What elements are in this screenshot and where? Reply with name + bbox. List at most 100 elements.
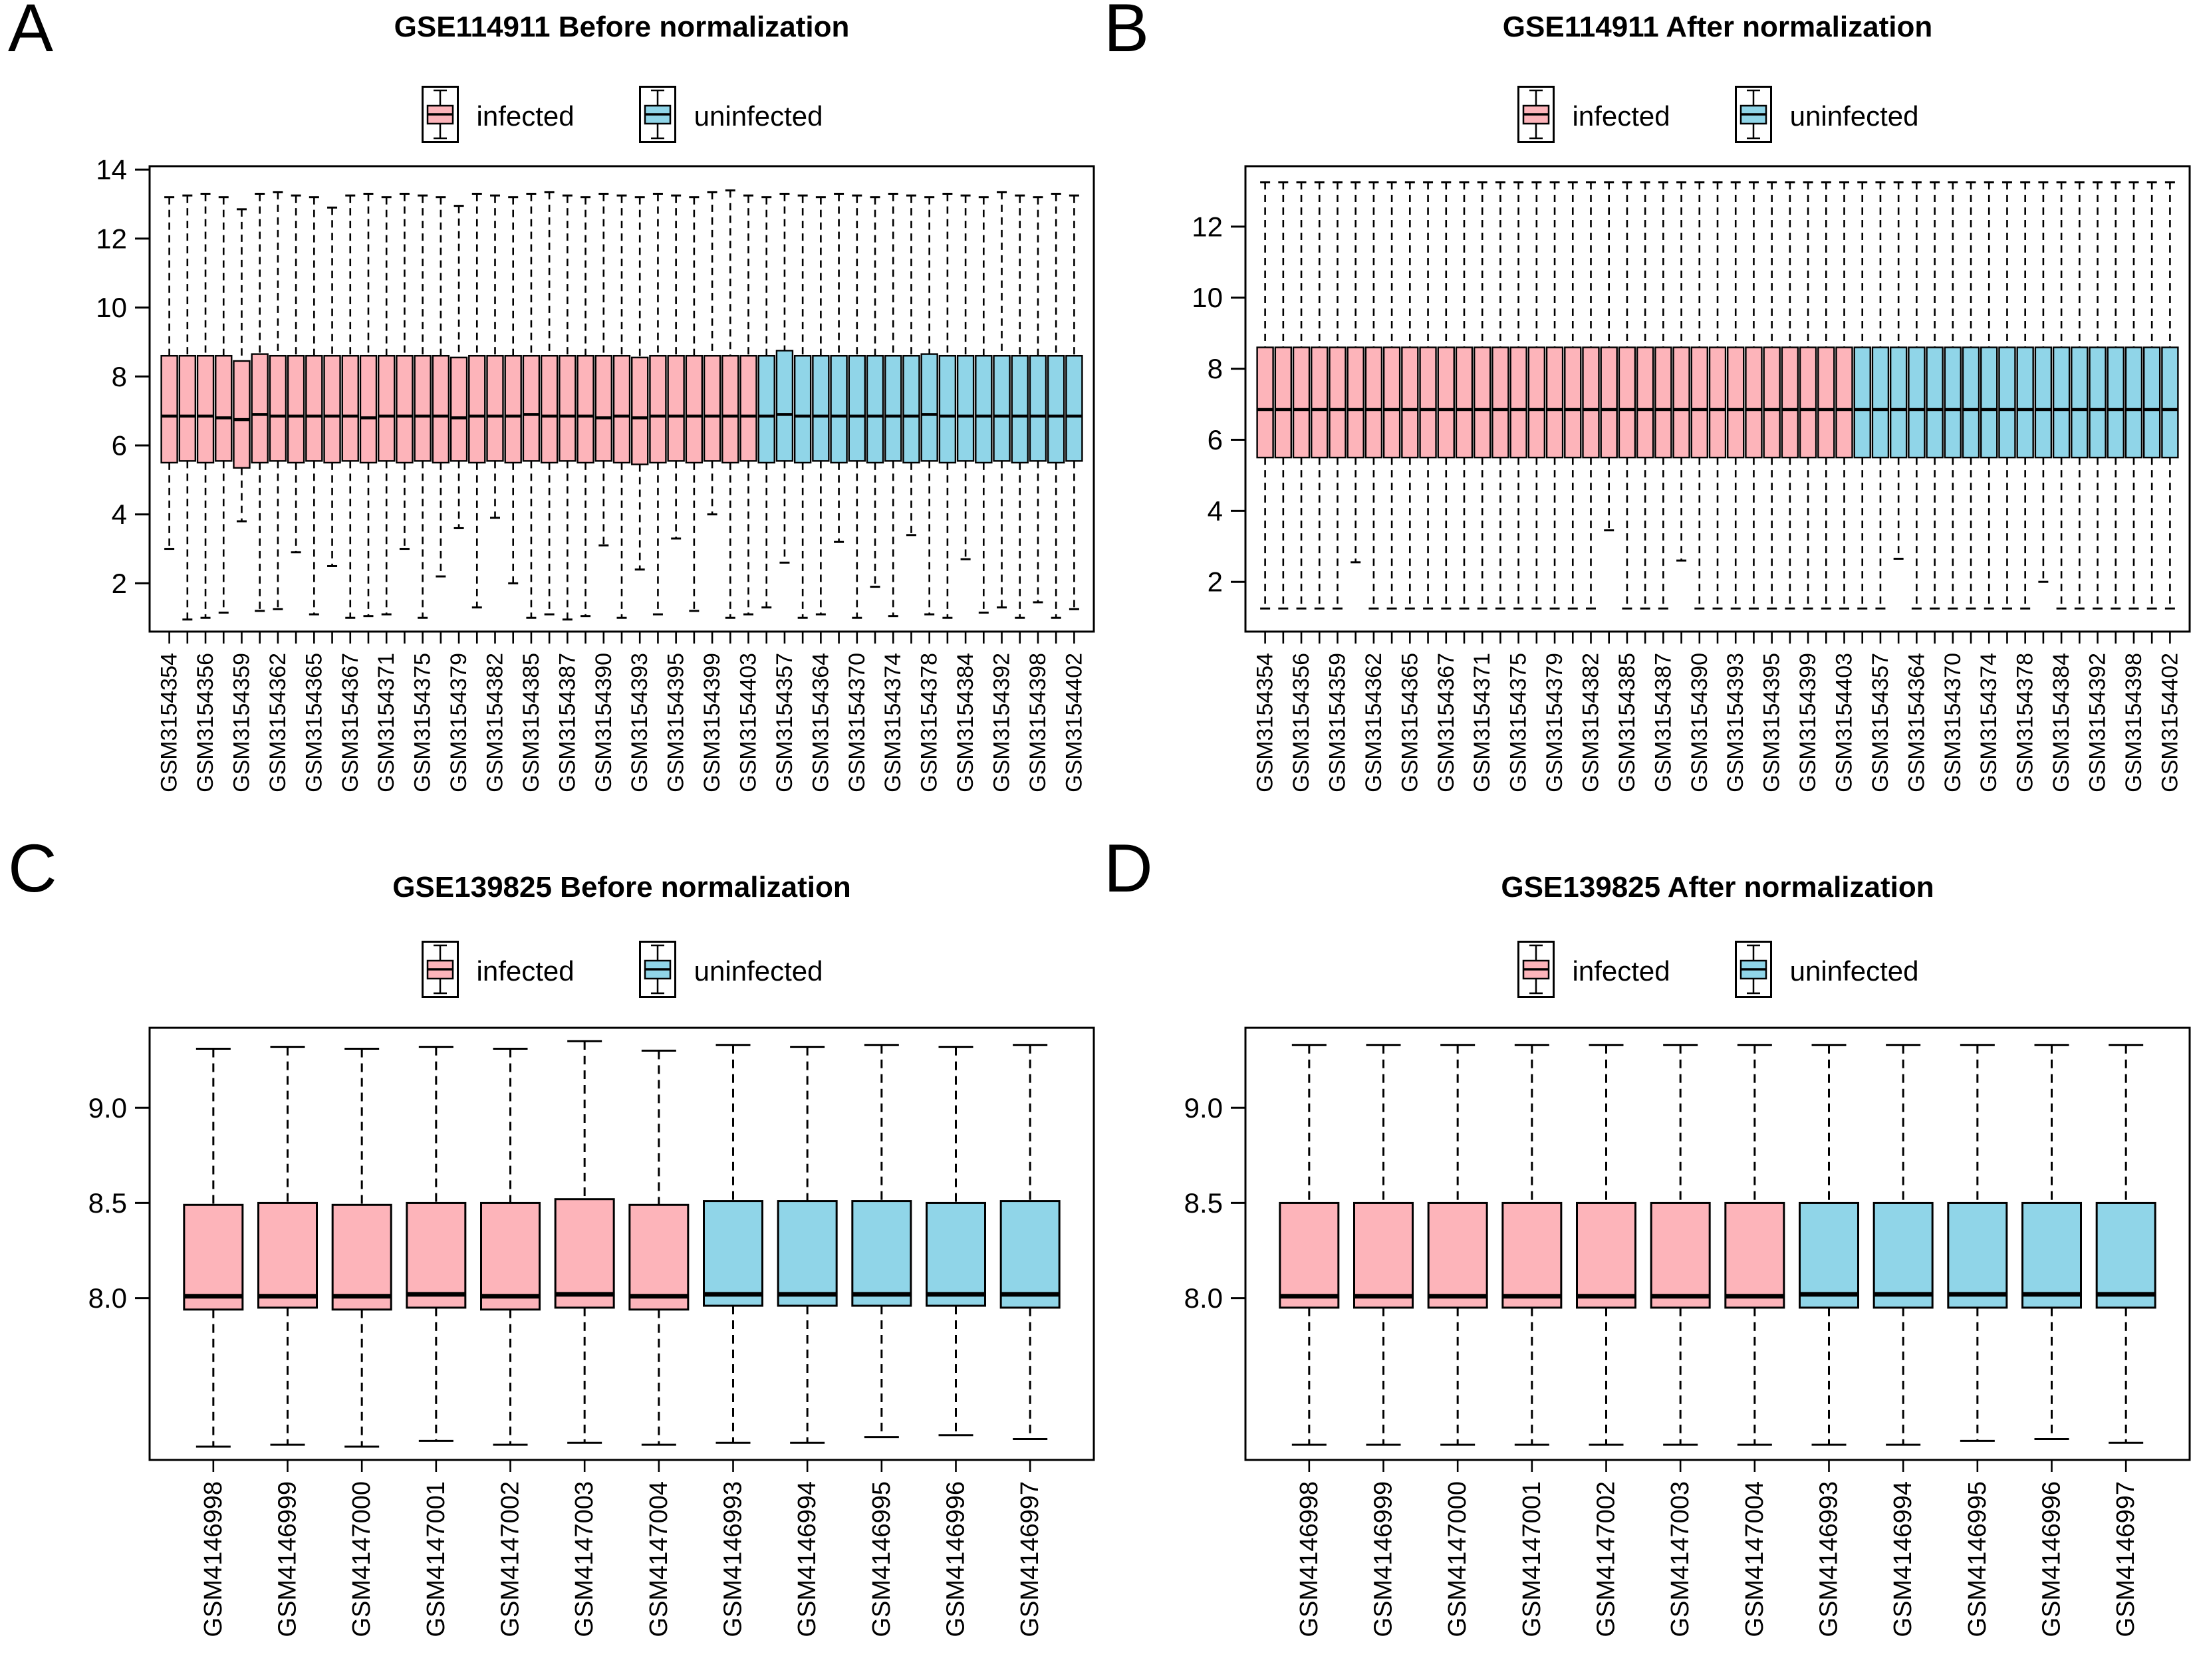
uninfected-boxplot-icon [1734, 940, 1773, 1002]
x-axis-tick-label: GSM3154393 [1723, 653, 1748, 792]
x-axis-tick-label: GSM3154362 [265, 653, 291, 792]
y-axis-tick-label: 2 [112, 568, 127, 599]
x-axis-tick-label: GSM3154402 [2157, 653, 2182, 792]
box [1455, 346, 1474, 459]
x-axis-tick-label: GSM4146995 [868, 1481, 896, 1637]
box [486, 354, 504, 462]
infected-boxplot-icon [1517, 940, 1555, 1002]
y-axis-tick-label: 14 [96, 154, 127, 185]
box [902, 354, 920, 464]
box [1292, 346, 1311, 459]
box [554, 1198, 615, 1309]
box [938, 354, 957, 464]
x-axis-tick-label: GSM3154390 [591, 653, 616, 792]
x-axis-tick-label: GSM3154362 [1361, 653, 1386, 792]
panel-letter: C [8, 830, 57, 906]
x-axis-tick-label: GSM4147002 [497, 1481, 525, 1637]
box [1998, 346, 2016, 459]
legend-label-infected: infected [476, 100, 575, 132]
box [926, 1201, 986, 1307]
box [920, 353, 938, 462]
box [612, 354, 631, 464]
x-axis-tick-label: GSM3154374 [880, 653, 906, 792]
legend-label-infected: infected [1572, 100, 1670, 132]
box [1582, 346, 1600, 459]
y-axis: 8.0 8.5 9.0 [1184, 1092, 1245, 1314]
box [468, 354, 486, 464]
legend-label-uninfected: uninfected [1789, 100, 1919, 132]
legend-label-uninfected: uninfected [1789, 955, 1919, 987]
y-axis: 2 4 6 8 10 12 14 [96, 154, 150, 599]
panel-letter: A [8, 0, 54, 66]
box [1908, 346, 1926, 459]
legend-label-uninfected: uninfected [694, 100, 823, 132]
uninfected-boxplot-icon [1734, 85, 1773, 147]
x-axis-tick-label: GSM3154370 [844, 653, 870, 792]
x-axis-tick-label: GSM3154382 [482, 653, 507, 792]
x-axis: GSM3154354 GSM3154356 GSM3154359 GSM3154362… [1253, 632, 2182, 792]
box [1745, 346, 1763, 459]
box [851, 1200, 912, 1307]
box [703, 354, 721, 462]
box [540, 354, 559, 464]
box [1576, 1201, 1636, 1309]
box [1727, 346, 1745, 459]
x-axis-tick-label: GSM3154374 [1976, 653, 2001, 792]
box [884, 354, 902, 462]
y-axis: 2 4 6 8 10 12 [1192, 211, 1245, 598]
box [2052, 346, 2071, 459]
panel-letter: D [1104, 830, 1153, 906]
legend-item-infected: infected [1517, 85, 1670, 147]
legend: infected uninfected [1245, 940, 2190, 1002]
box [1654, 346, 1672, 459]
box [1889, 346, 1908, 459]
x-axis-tick-label: GSM4147000 [1444, 1481, 1472, 1637]
box [1011, 354, 1029, 464]
box [2107, 346, 2125, 459]
box [1256, 346, 1274, 459]
infected-boxplot-icon [421, 85, 459, 147]
x-axis-tick-label: GSM4146998 [199, 1481, 227, 1637]
x-axis-tick-label: GSM3154359 [1325, 653, 1350, 792]
x-axis-tick-label: GSM4146997 [2112, 1481, 2140, 1637]
box [269, 354, 287, 462]
legend-boxplot-glyph [1734, 86, 1772, 143]
x-axis-tick-label: GSM3154357 [772, 653, 797, 792]
box [1600, 346, 1618, 459]
x-axis-tick-label: GSM4147000 [348, 1481, 376, 1637]
x-axis-tick-label: GSM3154359 [229, 653, 254, 792]
x-axis-tick-label: GSM4146998 [1295, 1481, 1323, 1637]
y-axis-tick-label: 6 [112, 430, 127, 461]
x-axis-tick-label: GSM3154364 [1904, 653, 1929, 792]
box [739, 354, 757, 462]
x-axis-tick-label: GSM3154365 [301, 653, 326, 792]
box [233, 360, 251, 469]
box-group [183, 1040, 1061, 1448]
box [215, 354, 233, 462]
x-axis-tick-label: GSM3154379 [1542, 653, 1567, 792]
x-axis-tick-label: GSM3154399 [1795, 653, 1821, 792]
x-axis-tick-label: GSM3154392 [2085, 653, 2111, 792]
x-axis-tick-label: GSM3154403 [736, 653, 761, 792]
panel-title: GSE139825 After normalization [1501, 871, 1934, 903]
box [1029, 354, 1047, 462]
box [2034, 346, 2053, 459]
x-axis-tick-label: GSM3154382 [1578, 653, 1603, 792]
y-axis-tick-label: 9.0 [1184, 1092, 1223, 1124]
box [1724, 1201, 1785, 1309]
box [993, 354, 1011, 462]
box [2016, 346, 2034, 459]
panel-d: D GSE139825 After normalization infected… [1096, 831, 2191, 1680]
x-axis-tick-label: GSM3154379 [446, 653, 471, 792]
panel-a: A GSE114911 Before normalization infecte… [0, 0, 1095, 840]
x-axis: GSM4146998 GSM4146999 GSM4147000 GSM4147001… [199, 1460, 1044, 1637]
x-axis-tick-label: GSM3154384 [2049, 653, 2074, 792]
box [359, 354, 378, 464]
x-axis-tick-label: GSM4147002 [1593, 1481, 1620, 1637]
x-axis-tick-label: GSM3154356 [193, 653, 218, 792]
x-axis-tick-label: GSM4147001 [1518, 1481, 1546, 1637]
x-axis-tick-label: GSM3154399 [700, 653, 725, 792]
box [1636, 346, 1654, 459]
legend-item-uninfected: uninfected [638, 85, 823, 147]
box-group [1256, 181, 2179, 610]
